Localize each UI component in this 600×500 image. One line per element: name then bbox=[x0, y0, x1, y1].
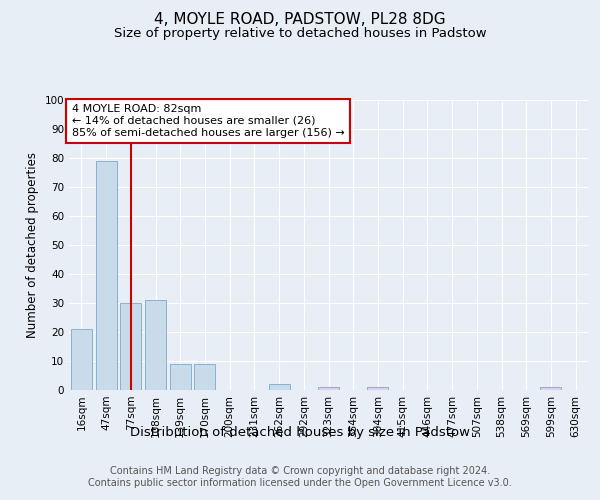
Bar bbox=[367, 387, 388, 390]
Text: Distribution of detached houses by size in Padstow: Distribution of detached houses by size … bbox=[130, 426, 470, 439]
Bar bbox=[541, 387, 562, 390]
Text: Size of property relative to detached houses in Padstow: Size of property relative to detached ho… bbox=[113, 28, 487, 40]
Bar bbox=[95, 161, 116, 390]
Bar bbox=[145, 300, 166, 390]
Bar bbox=[194, 364, 215, 390]
Text: Contains HM Land Registry data © Crown copyright and database right 2024.
Contai: Contains HM Land Registry data © Crown c… bbox=[88, 466, 512, 487]
Y-axis label: Number of detached properties: Number of detached properties bbox=[26, 152, 39, 338]
Bar bbox=[170, 364, 191, 390]
Text: 4, MOYLE ROAD, PADSTOW, PL28 8DG: 4, MOYLE ROAD, PADSTOW, PL28 8DG bbox=[154, 12, 446, 28]
Bar bbox=[318, 387, 339, 390]
Bar bbox=[120, 303, 141, 390]
Text: 4 MOYLE ROAD: 82sqm
← 14% of detached houses are smaller (26)
85% of semi-detach: 4 MOYLE ROAD: 82sqm ← 14% of detached ho… bbox=[71, 104, 344, 138]
Bar bbox=[269, 384, 290, 390]
Bar bbox=[71, 329, 92, 390]
